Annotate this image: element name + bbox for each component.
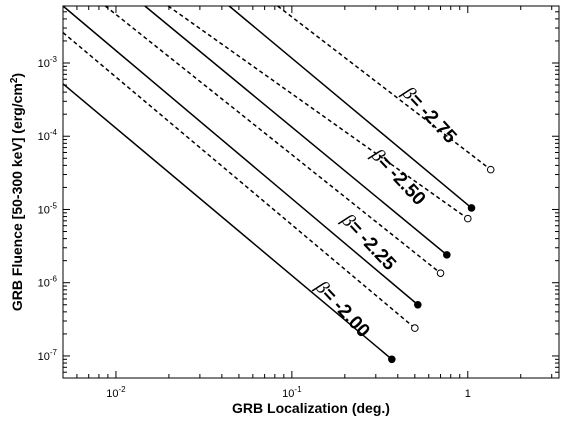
filled-end-marker: [443, 251, 451, 259]
beta-annotation: β= -2.50: [366, 144, 429, 210]
filled-end-marker: [467, 204, 476, 212]
beta-annotation: β= -2.25: [337, 209, 400, 275]
x-axis-label: GRB Localization (deg.): [232, 400, 390, 416]
x-tick-label: 10-1: [282, 385, 302, 400]
solid-series-line: [62, 5, 419, 306]
dashed-series-line: [62, 32, 416, 329]
open-end-marker: [411, 324, 419, 332]
dashed-series-line: [167, 5, 469, 220]
y-tick-label: 10-6: [38, 275, 58, 290]
y-axis-label: GRB Fluence [50-300 keV] (erg/cm2): [9, 73, 25, 311]
x-tick-label: 1: [465, 388, 471, 400]
dashed-series-line: [104, 5, 442, 274]
filled-end-marker: [414, 300, 422, 309]
y-tick-label: 10-4: [38, 128, 58, 143]
y-tick-label: 10-7: [38, 348, 58, 363]
open-end-marker: [436, 269, 445, 277]
solid-series-line: [228, 5, 472, 209]
y-tick-label: 10-5: [38, 201, 58, 216]
beta-annotation: β= -2.75: [397, 82, 460, 148]
open-end-marker: [463, 214, 472, 223]
solid-series-line: [62, 83, 393, 360]
solid-series-line: [144, 5, 448, 256]
dashed-series-line: [277, 5, 492, 171]
open-end-marker: [486, 165, 495, 174]
plot-frame: [62, 5, 560, 379]
x-tick-label: 10-2: [106, 385, 126, 400]
filled-end-marker: [388, 355, 396, 364]
y-tick-label: 10-3: [38, 55, 58, 70]
